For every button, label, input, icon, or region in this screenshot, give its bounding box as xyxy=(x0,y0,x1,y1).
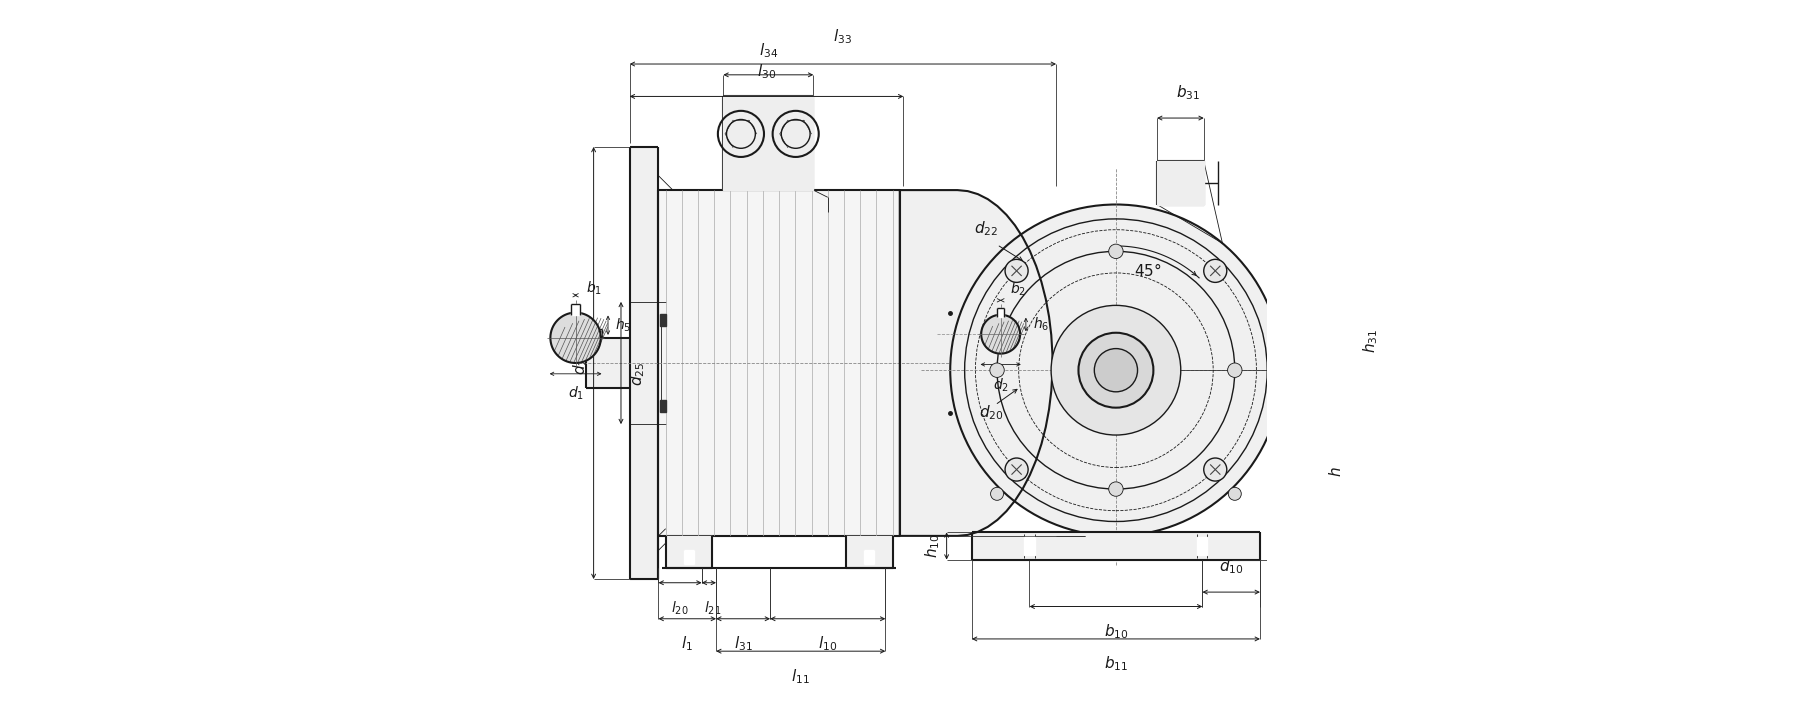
Text: $l_{30}$: $l_{30}$ xyxy=(756,62,776,81)
Polygon shape xyxy=(1197,537,1208,555)
Circle shape xyxy=(1108,482,1123,497)
Text: $b_1$: $b_1$ xyxy=(586,280,602,297)
Polygon shape xyxy=(998,308,1005,317)
Text: $b_{11}$: $b_{11}$ xyxy=(1105,655,1128,674)
Text: $l_{10}$: $l_{10}$ xyxy=(818,635,838,653)
Circle shape xyxy=(1079,333,1154,408)
Circle shape xyxy=(1204,259,1226,282)
Polygon shape xyxy=(629,147,658,579)
Polygon shape xyxy=(666,536,713,568)
Text: $d_1$: $d_1$ xyxy=(568,385,584,402)
Polygon shape xyxy=(660,401,666,412)
Polygon shape xyxy=(586,338,629,388)
Text: $l_1$: $l_1$ xyxy=(682,635,693,653)
Text: $h$: $h$ xyxy=(1328,467,1344,478)
Circle shape xyxy=(1005,259,1029,282)
Text: $d_{25}$: $d_{25}$ xyxy=(628,362,648,386)
Text: $l_{34}$: $l_{34}$ xyxy=(758,41,778,60)
Polygon shape xyxy=(658,190,900,536)
Text: $h_{31}$: $h_{31}$ xyxy=(1360,330,1380,354)
Polygon shape xyxy=(660,314,666,325)
Circle shape xyxy=(1050,306,1181,435)
Circle shape xyxy=(1005,458,1029,481)
Text: $b_{31}$: $b_{31}$ xyxy=(1175,83,1199,102)
Polygon shape xyxy=(900,190,1052,536)
Circle shape xyxy=(1108,244,1123,258)
Polygon shape xyxy=(1157,161,1204,205)
Text: $l_{33}$: $l_{33}$ xyxy=(833,28,853,46)
Text: $d_2$: $d_2$ xyxy=(992,377,1009,394)
Circle shape xyxy=(990,363,1005,378)
Text: $h_5$: $h_5$ xyxy=(615,317,631,334)
Polygon shape xyxy=(571,304,580,315)
Circle shape xyxy=(990,487,1003,500)
Polygon shape xyxy=(845,536,892,568)
Text: $b_2$: $b_2$ xyxy=(1010,280,1027,298)
Polygon shape xyxy=(550,313,600,363)
Text: $l_{11}$: $l_{11}$ xyxy=(791,667,811,686)
Text: $b_{10}$: $b_{10}$ xyxy=(1103,622,1128,641)
Polygon shape xyxy=(972,532,1261,560)
Polygon shape xyxy=(1025,537,1034,555)
Circle shape xyxy=(1228,487,1241,500)
Circle shape xyxy=(951,205,1282,536)
Polygon shape xyxy=(724,97,813,190)
Text: $h_6$: $h_6$ xyxy=(1034,316,1048,333)
Text: $l_{31}$: $l_{31}$ xyxy=(733,635,753,653)
Polygon shape xyxy=(684,550,695,564)
Text: $d_{24}$: $d_{24}$ xyxy=(571,351,590,375)
Polygon shape xyxy=(981,315,1019,354)
Circle shape xyxy=(1228,363,1243,378)
Circle shape xyxy=(1094,348,1137,392)
Text: $h_{10}$: $h_{10}$ xyxy=(923,534,941,558)
Circle shape xyxy=(1204,458,1226,481)
Text: $l_{20}$: $l_{20}$ xyxy=(671,600,689,617)
Text: $45°$: $45°$ xyxy=(1134,262,1161,280)
Text: $d_{22}$: $d_{22}$ xyxy=(974,220,998,238)
Text: $l_{21}$: $l_{21}$ xyxy=(704,600,722,617)
Text: $d_{10}$: $d_{10}$ xyxy=(1219,558,1244,576)
Text: $d_{20}$: $d_{20}$ xyxy=(980,404,1003,422)
Text: $l_2$: $l_2$ xyxy=(1097,354,1110,372)
Polygon shape xyxy=(863,550,874,564)
